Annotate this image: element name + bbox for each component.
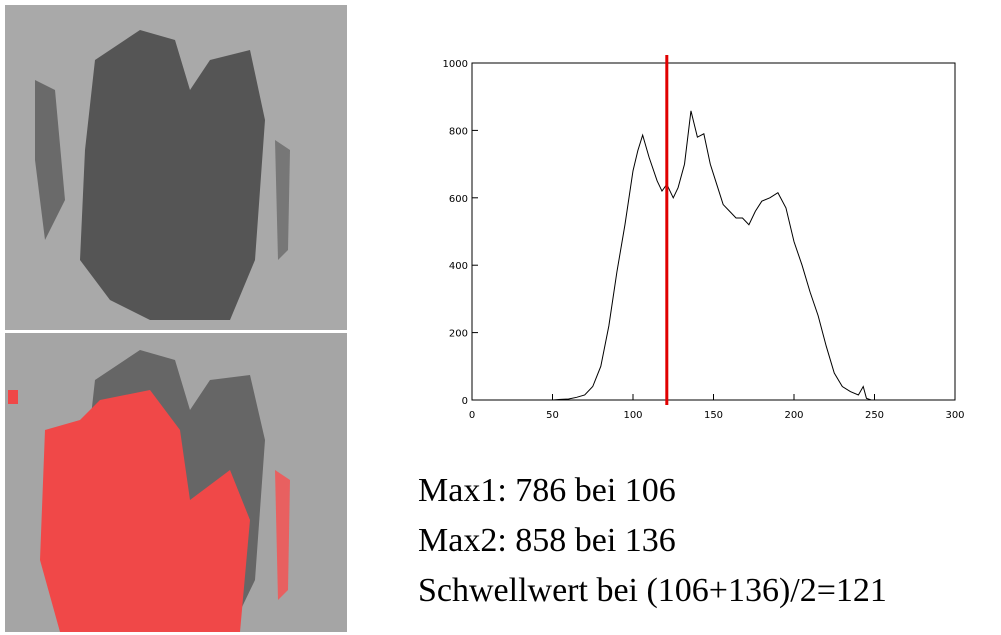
original-image	[5, 5, 347, 330]
result-text: Max2: 858 bei 136	[418, 522, 676, 559]
x-tick-label: 250	[865, 410, 884, 421]
result-text: Schwellwert bei (106+136)/2=121	[418, 572, 887, 609]
x-tick-label: 200	[784, 410, 803, 421]
x-tick-label: 50	[546, 410, 559, 421]
y-tick-label: 200	[449, 329, 468, 340]
x-tick-label: 300	[945, 410, 964, 421]
x-tick-label: 0	[469, 410, 475, 421]
y-tick-label: 400	[449, 261, 468, 272]
x-tick-label: 100	[623, 410, 642, 421]
y-tick-label: 800	[449, 126, 468, 137]
result-text: Max1: 786 bei 106	[418, 472, 676, 509]
x-tick-label: 150	[704, 410, 723, 421]
plot-frame	[471, 62, 956, 401]
y-tick-label: 1000	[443, 59, 468, 70]
y-tick-label: 600	[449, 194, 468, 205]
y-tick-label: 0	[462, 396, 468, 407]
segmented-image	[5, 333, 347, 632]
histogram-line	[552, 110, 872, 401]
histogram: 0 50 100 150 200 250 300 0 200 400 600 800 1000	[443, 55, 965, 421]
